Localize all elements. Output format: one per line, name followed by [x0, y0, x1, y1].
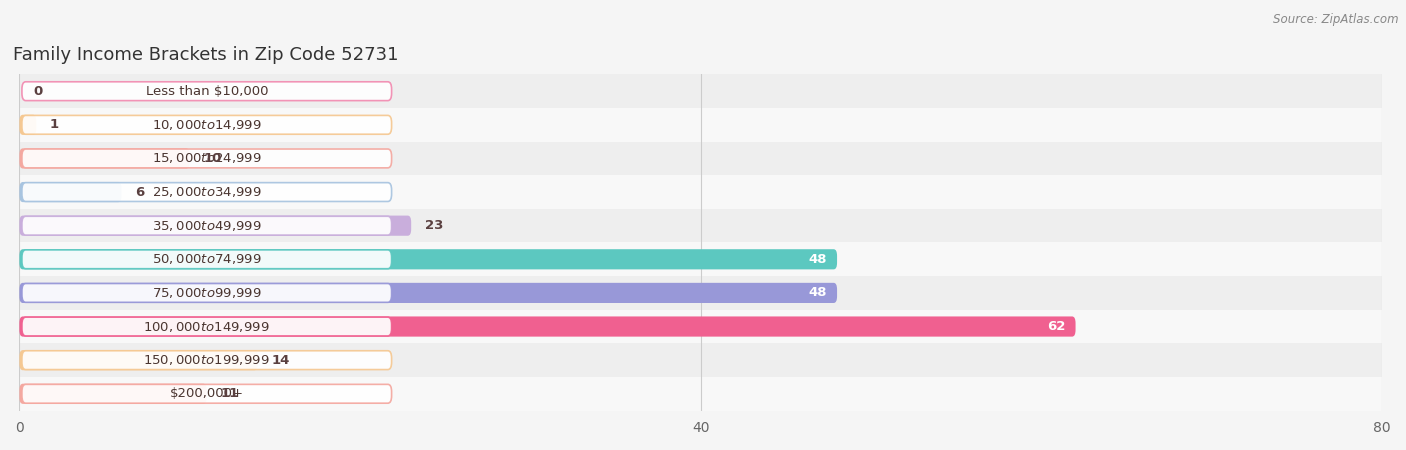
- Text: 11: 11: [221, 387, 239, 400]
- Bar: [20, 209, 1382, 243]
- FancyBboxPatch shape: [22, 149, 392, 168]
- Bar: [20, 377, 1382, 410]
- FancyBboxPatch shape: [22, 284, 392, 302]
- Text: 23: 23: [425, 219, 443, 232]
- Bar: [20, 175, 1382, 209]
- Text: 48: 48: [808, 253, 827, 266]
- FancyBboxPatch shape: [22, 384, 392, 403]
- FancyBboxPatch shape: [22, 250, 392, 269]
- Text: 6: 6: [135, 185, 145, 198]
- Text: Family Income Brackets in Zip Code 52731: Family Income Brackets in Zip Code 52731: [13, 46, 398, 64]
- Text: 1: 1: [51, 118, 59, 131]
- Text: 14: 14: [271, 354, 290, 367]
- FancyBboxPatch shape: [20, 283, 837, 303]
- FancyBboxPatch shape: [22, 216, 392, 235]
- FancyBboxPatch shape: [20, 182, 121, 202]
- Text: Source: ZipAtlas.com: Source: ZipAtlas.com: [1274, 14, 1399, 27]
- FancyBboxPatch shape: [20, 216, 411, 236]
- Bar: [20, 276, 1382, 310]
- Text: $100,000 to $149,999: $100,000 to $149,999: [143, 320, 270, 333]
- Text: $15,000 to $24,999: $15,000 to $24,999: [152, 152, 262, 166]
- FancyBboxPatch shape: [22, 115, 392, 134]
- Text: $10,000 to $14,999: $10,000 to $14,999: [152, 118, 262, 132]
- Bar: [20, 243, 1382, 276]
- Text: $200,000+: $200,000+: [170, 387, 243, 400]
- Bar: [20, 343, 1382, 377]
- Text: 48: 48: [808, 286, 827, 299]
- Text: $150,000 to $199,999: $150,000 to $199,999: [143, 353, 270, 367]
- Bar: [20, 108, 1382, 142]
- FancyBboxPatch shape: [20, 115, 37, 135]
- FancyBboxPatch shape: [20, 316, 1076, 337]
- Bar: [20, 74, 1382, 108]
- FancyBboxPatch shape: [20, 384, 207, 404]
- Text: $75,000 to $99,999: $75,000 to $99,999: [152, 286, 262, 300]
- Text: $50,000 to $74,999: $50,000 to $74,999: [152, 252, 262, 266]
- FancyBboxPatch shape: [20, 148, 190, 168]
- Bar: [20, 142, 1382, 175]
- Text: 62: 62: [1047, 320, 1066, 333]
- FancyBboxPatch shape: [22, 317, 392, 336]
- Text: $35,000 to $49,999: $35,000 to $49,999: [152, 219, 262, 233]
- Text: 10: 10: [204, 152, 222, 165]
- Bar: [20, 310, 1382, 343]
- FancyBboxPatch shape: [22, 351, 392, 369]
- Text: Less than $10,000: Less than $10,000: [145, 85, 269, 98]
- FancyBboxPatch shape: [20, 249, 837, 270]
- Text: 0: 0: [32, 85, 42, 98]
- Text: $25,000 to $34,999: $25,000 to $34,999: [152, 185, 262, 199]
- FancyBboxPatch shape: [22, 183, 392, 202]
- FancyBboxPatch shape: [20, 350, 257, 370]
- FancyBboxPatch shape: [22, 82, 392, 101]
